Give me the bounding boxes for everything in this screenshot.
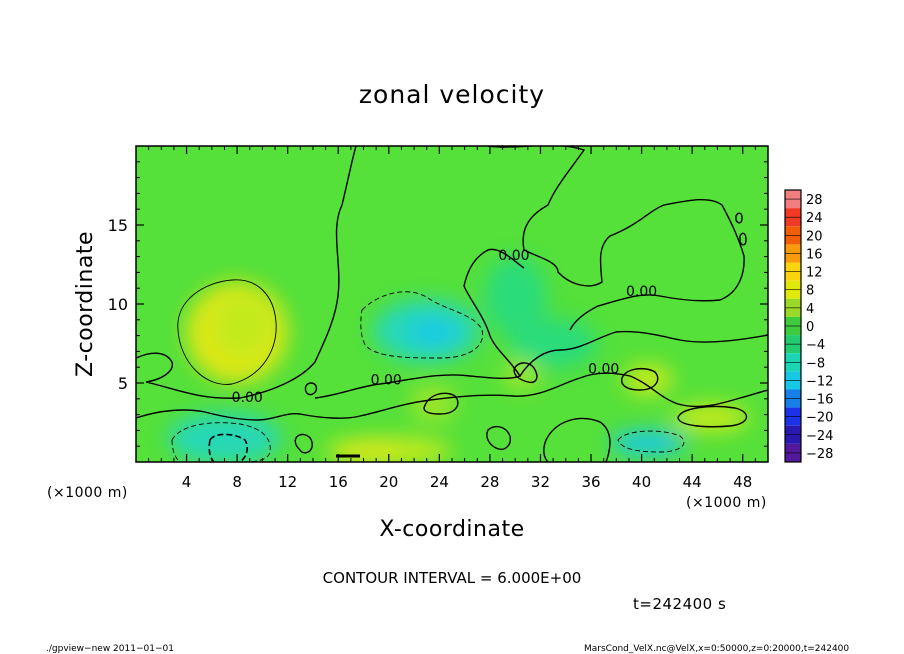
small-contour-2 (735, 212, 743, 224)
x-tick-label-11: 48 (733, 473, 752, 491)
colorbar-label-12: −20 (806, 411, 833, 426)
plot-area: 0.00 0.00 0.00 0.00 0.00 (136, 146, 768, 462)
small-contour-4 (294, 433, 313, 454)
y-tick-label-2: 15 (108, 216, 128, 235)
field-anomaly-5 (167, 413, 282, 462)
small-contour-6 (543, 417, 611, 462)
positive-contour-right (621, 367, 659, 391)
contour-label-3: 0.00 (626, 284, 657, 300)
y-tick-label-0: 5 (118, 374, 128, 393)
x-tick-label-10: 44 (683, 473, 702, 491)
x-tick-label-0: 4 (182, 473, 192, 491)
colorbar-label-2: 20 (806, 229, 823, 244)
colorbar-label-5: 8 (806, 284, 814, 299)
x-tick-label-5: 24 (430, 473, 449, 491)
colorbar-label-4: 12 (806, 266, 823, 281)
field-anomaly-13 (410, 384, 456, 423)
zero-contour-bottom (136, 372, 768, 421)
field-anomaly-7 (331, 444, 396, 462)
field-anomaly-8 (622, 364, 674, 396)
x-unit-right: (×1000 m) (686, 495, 767, 511)
y-axis: 5 10 15 (108, 161, 768, 447)
colorbar-label-8: −4 (806, 338, 825, 353)
colorbar-label-3: 16 (806, 247, 823, 262)
contour-label-4: 0.00 (588, 362, 619, 378)
field-anomaly-9 (673, 403, 750, 432)
field-anomaly-14 (502, 359, 541, 391)
colorbar: 28 24 20 16 12 8 4 0 −4 −8 −12 −16 −20 −24 −28 (784, 189, 833, 463)
contour-lines (136, 146, 768, 462)
contour-label-1: 0.00 (371, 373, 402, 389)
zero-contour-lower (519, 330, 768, 377)
colorbar-label-1: 24 (806, 211, 823, 226)
negative-contour-right (617, 430, 685, 453)
zero-contour-mid (314, 248, 525, 399)
x-tick-label-6: 28 (480, 473, 499, 491)
positive-contour-right-2 (677, 405, 748, 428)
colorbar-label-0: 28 (806, 193, 823, 208)
x-axis-label: X-coordinate (379, 517, 524, 542)
time-label: t=242400 s (633, 595, 726, 613)
small-contour-5 (486, 425, 511, 450)
positive-contour-mid (423, 392, 459, 415)
colorbar-label-10: −12 (806, 374, 833, 389)
colorbar-label-9: −8 (806, 356, 825, 371)
zero-contour-left (136, 146, 357, 399)
small-contour-mid (513, 362, 538, 384)
negative-contour-dashed-bottom (171, 422, 271, 462)
y-tick-label-1: 10 (108, 295, 128, 314)
x-tick-label-1: 8 (232, 473, 242, 491)
colorbar-label-11: −16 (806, 393, 833, 408)
field-anomaly-11 (483, 256, 547, 336)
x-tick-label-3: 16 (329, 473, 348, 491)
field-anomalies (167, 256, 750, 462)
colorbar-label-14: −28 (806, 447, 833, 462)
field-anomaly-1 (211, 294, 273, 358)
x-axis: 4 8 12 16 20 24 28 32 36 40 44 48 (148, 146, 756, 491)
x-tick-label-2: 12 (278, 473, 297, 491)
field-anomaly-3 (407, 316, 459, 349)
positive-contour-thin (177, 279, 277, 385)
contour-label-2: 0.00 (498, 248, 529, 264)
colorbar-label-7: 0 (806, 320, 814, 335)
colorbar-label-6: 4 (806, 302, 814, 317)
x-tick-label-9: 40 (632, 473, 651, 491)
contour-interval-text: CONTOUR INTERVAL = 6.000E+00 (323, 569, 582, 587)
x-tick-label-4: 20 (379, 473, 398, 491)
x-tick-label-7: 32 (531, 473, 550, 491)
small-contour-1 (304, 382, 318, 396)
zero-contour-upper (487, 146, 745, 331)
footer-right: MarsCond_VelX.nc@VelX,x=0:50000,z=0:2000… (584, 644, 849, 654)
chart-title: zonal velocity (359, 80, 545, 109)
x-tick-label-8: 36 (581, 473, 600, 491)
y-axis-label: Z-coordinate (73, 231, 98, 377)
negative-contour-dashed (360, 291, 484, 359)
small-contour-3 (739, 232, 747, 246)
contour-label-0: 0.00 (232, 390, 263, 406)
x-unit-left: (×1000 m) (47, 485, 128, 501)
footer-left: ./gpview−new 2011−01−01 (46, 644, 174, 654)
strong-negative-contour (208, 433, 248, 462)
colorbar-label-13: −24 (806, 429, 833, 444)
field-anomaly-10 (610, 430, 686, 456)
field-anomaly-12 (508, 318, 598, 369)
contour-labels: 0.00 0.00 0.00 0.00 0.00 (232, 248, 658, 406)
